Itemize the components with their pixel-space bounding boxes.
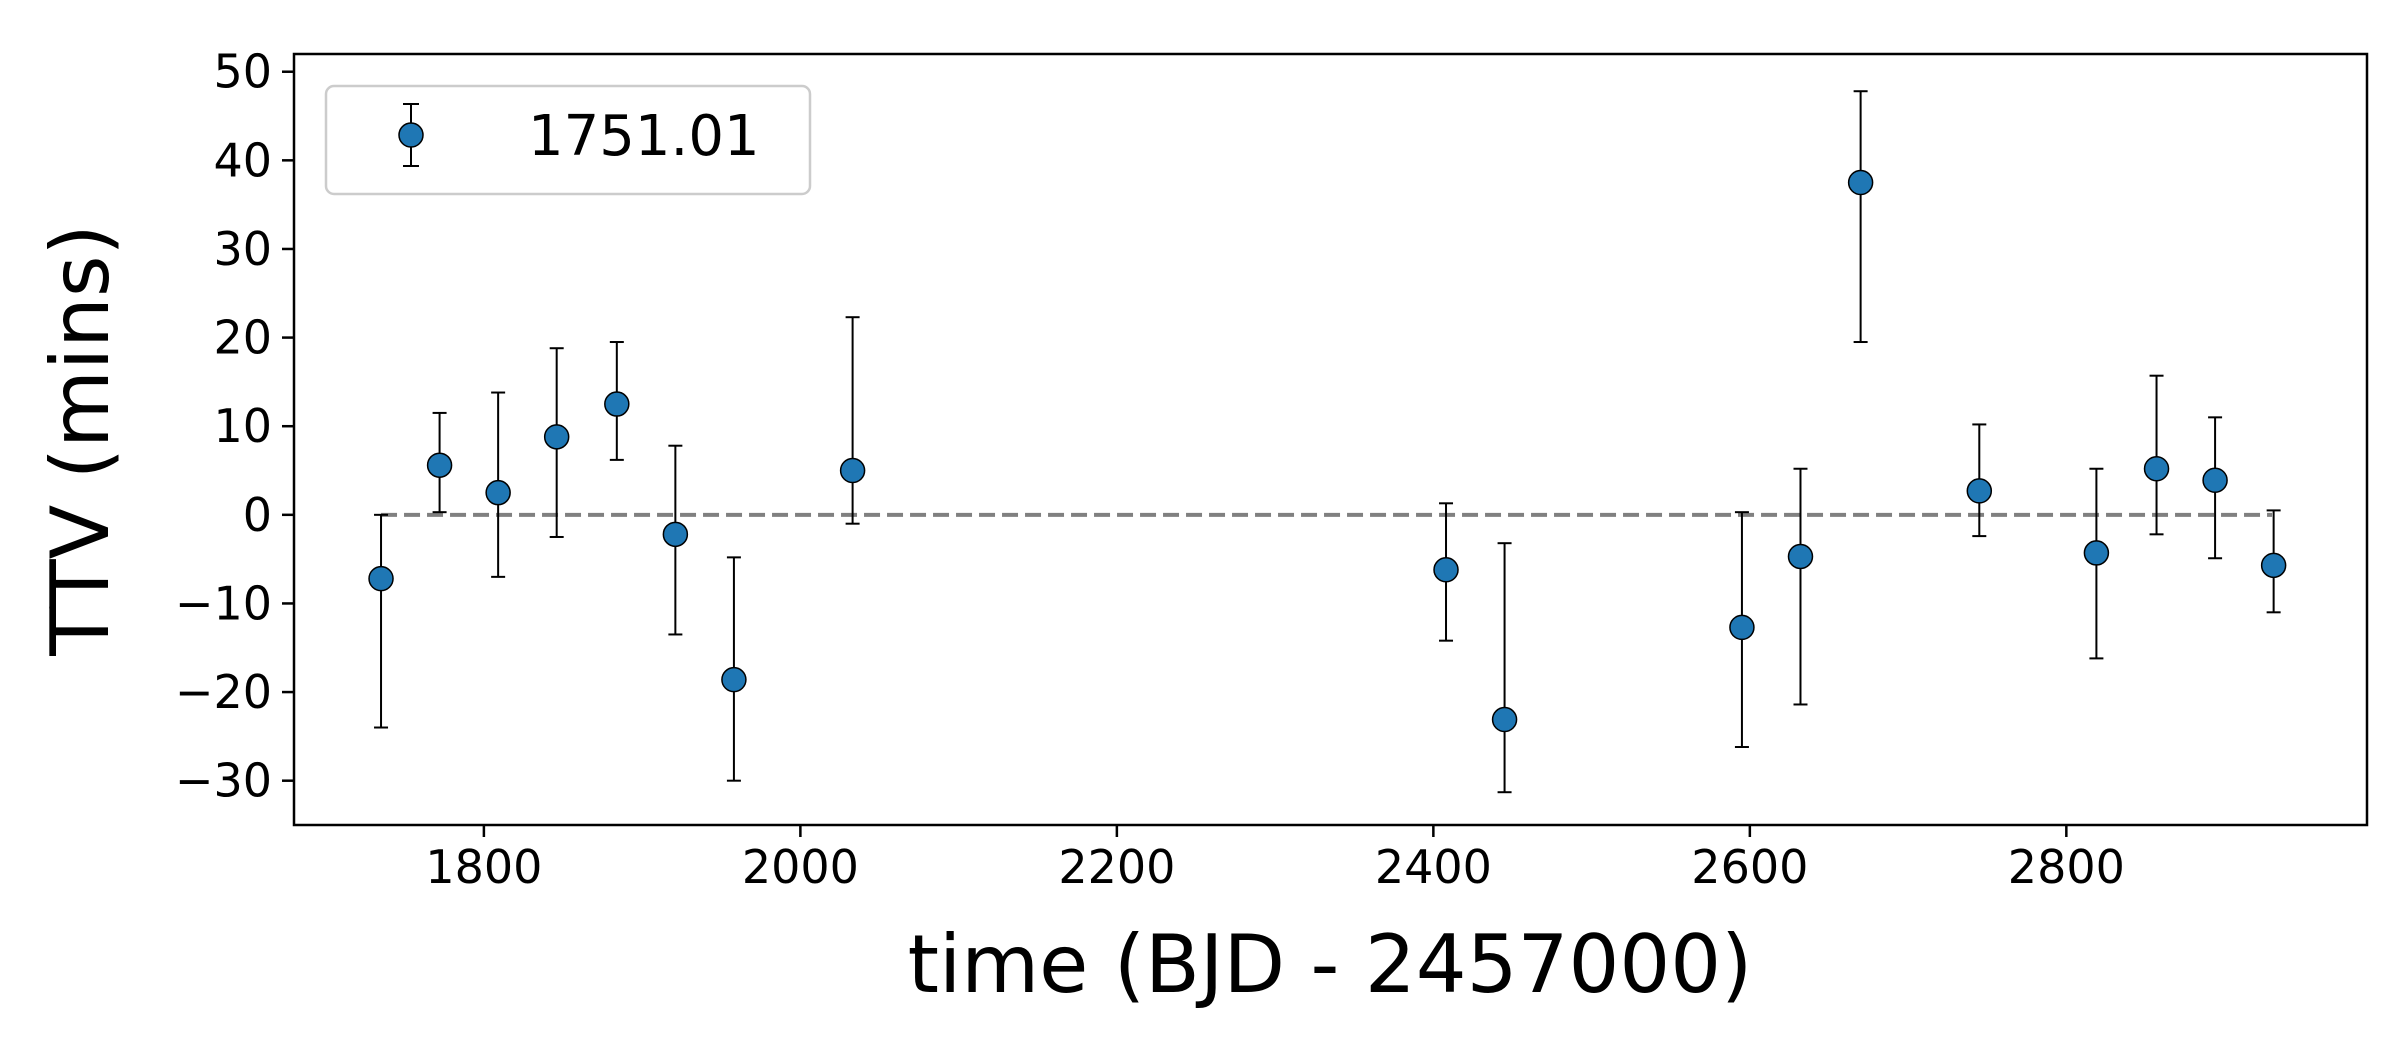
y-axis-label: TTV (mins)	[34, 224, 127, 656]
data-point-1	[426, 452, 453, 478]
data-point-9	[1491, 706, 1518, 733]
y-axis-ticks: −30 −20 −10 0 10 20 30 40 50	[175, 45, 294, 808]
y-tick-label: 30	[213, 222, 272, 276]
data-point-12	[1847, 169, 1874, 196]
x-tick-label: 2400	[1375, 840, 1492, 894]
data-point-4	[604, 391, 630, 417]
legend-marker	[398, 122, 424, 148]
data-point-11	[1787, 543, 1814, 570]
x-axis-label: time (BJD - 2457000)	[908, 918, 1753, 1011]
x-tick-label: 2600	[1691, 840, 1808, 894]
x-tick-label: 1800	[425, 840, 542, 894]
legend-label: 1751.01	[528, 104, 760, 169]
x-axis-ticks: 1800 2000 2200 2400 2600 2800	[425, 825, 2125, 894]
data-point-2	[485, 479, 511, 506]
data-point-17	[2260, 552, 2287, 579]
x-tick-label: 2200	[1058, 840, 1175, 894]
y-tick-label: −10	[175, 576, 272, 630]
data-point-0	[368, 565, 394, 592]
y-tick-label: 0	[243, 488, 272, 542]
y-tick-label: 10	[213, 399, 272, 453]
legend-box	[324, 84, 812, 196]
data-point-7	[839, 457, 866, 484]
data-point-8	[1433, 557, 1459, 583]
x-tick-label: 2800	[2008, 840, 2125, 894]
data-point-5	[662, 521, 689, 548]
legend: 1751.01	[324, 84, 812, 196]
data-point-15	[2143, 455, 2170, 482]
y-tick-label: 40	[213, 133, 272, 187]
plot-area	[368, 90, 2287, 794]
y-tick-label: −30	[175, 754, 272, 808]
data-point-10	[1729, 614, 1755, 641]
data-point-6	[721, 666, 747, 693]
data-point-16	[2202, 467, 2228, 494]
data-point-13	[1966, 478, 1993, 504]
data-point-3	[543, 424, 570, 450]
y-tick-label: 20	[213, 311, 272, 365]
y-tick-label: −20	[175, 665, 272, 719]
plot-frame	[292, 52, 2369, 827]
data-point-14	[2083, 540, 2110, 566]
x-tick-label: 2000	[742, 840, 859, 894]
y-tick-label: 50	[213, 45, 272, 99]
